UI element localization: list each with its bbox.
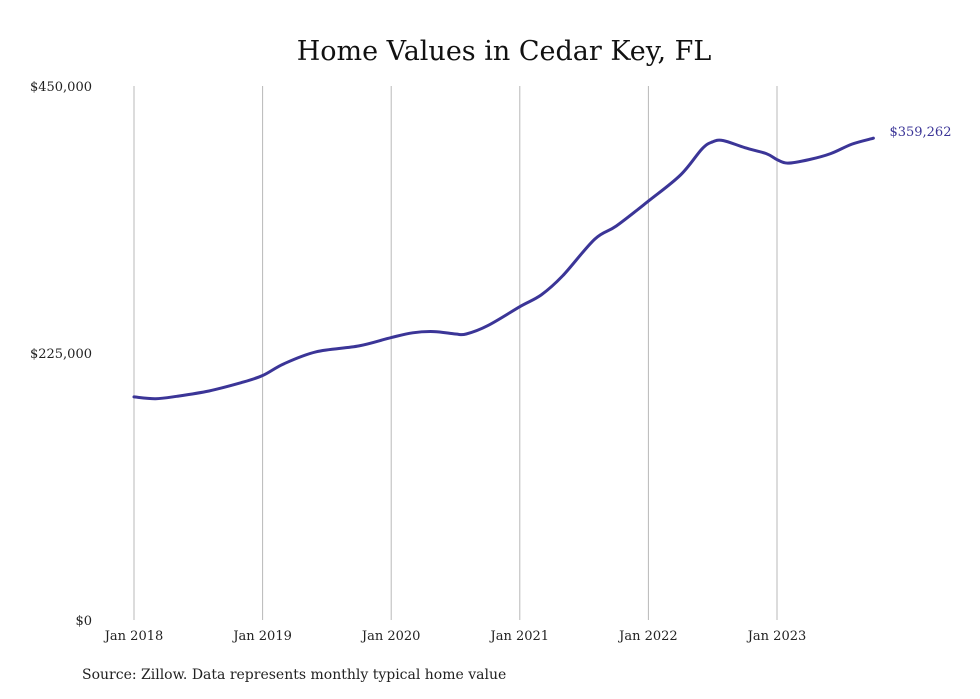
x-tick-label: Jan 2023 xyxy=(746,629,807,644)
end-value-label: $359,262 xyxy=(889,125,951,140)
x-tick-label: Jan 2021 xyxy=(489,629,550,644)
x-tick-label: Jan 2022 xyxy=(617,629,678,644)
x-axis-ticks: Jan 2018 Jan 2019 Jan 2020 Jan 2021 Jan 2022… xyxy=(103,629,807,644)
y-tick-label: $0 xyxy=(75,614,92,629)
gridlines xyxy=(133,86,778,620)
y-tick-label: $450,000 xyxy=(30,80,92,95)
chart-title: Home Values in Cedar Key, FL xyxy=(297,36,712,67)
x-tick-label: Jan 2020 xyxy=(360,629,421,644)
home-value-line xyxy=(132,136,875,401)
x-tick-label: Jan 2019 xyxy=(231,629,292,644)
y-axis-ticks: $0 $225,000 $450,000 xyxy=(30,80,92,629)
y-tick-label: $225,000 xyxy=(30,347,92,362)
line-chart: Home Values in Cedar Key, FL $0$225,000$… xyxy=(30,36,952,644)
x-tick-label: Jan 2018 xyxy=(103,629,164,644)
source-note: Source: Zillow. Data represents monthly … xyxy=(82,667,507,683)
